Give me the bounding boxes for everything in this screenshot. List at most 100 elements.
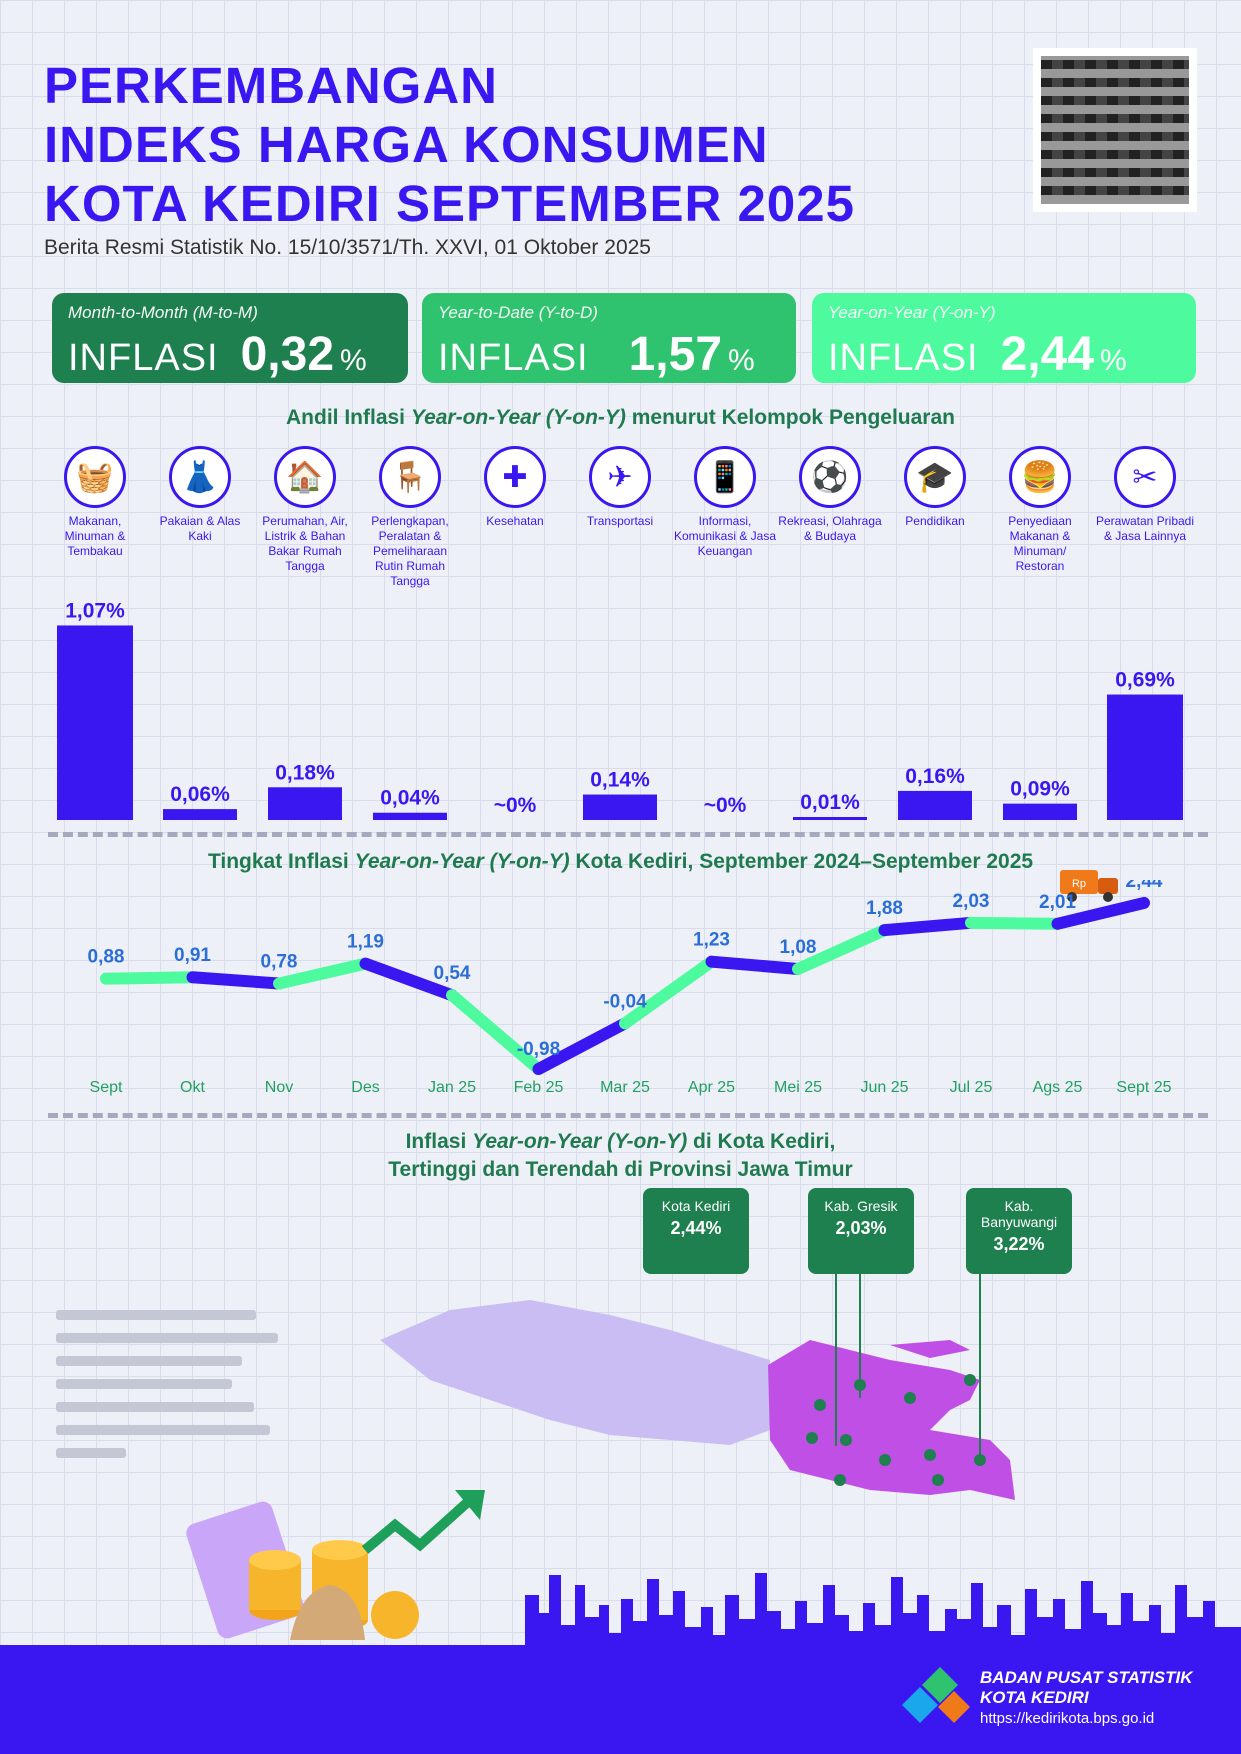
city-skyline-icon — [525, 1573, 1241, 1647]
category-1: 🧺 Makanan, Minuman & Tembakau — [43, 446, 147, 559]
bar-6 — [583, 794, 657, 820]
point-label-8: 1,23 — [693, 930, 730, 951]
card-mtm-unit: % — [340, 344, 367, 377]
airplane-icon: ✈ — [589, 446, 651, 508]
callout-name: Kab. Banyuwangi — [980, 1198, 1058, 1230]
bar-label-5: ~0% — [494, 794, 537, 817]
point-label-4: 1,19 — [347, 932, 384, 953]
x-tick-label-1: Sept — [90, 1079, 123, 1096]
burger-drink-icon: 🍔 — [1009, 446, 1071, 508]
x-tick-label-4: Des — [351, 1079, 379, 1096]
callout-name: Kota Kediri — [661, 1198, 731, 1214]
point-label-11: 2,03 — [953, 891, 990, 912]
category-label: Perumahan, Air, Listrik & Bahan Bakar Ru… — [262, 514, 348, 573]
x-tick-label-13: Sept 25 — [1116, 1079, 1171, 1096]
line-segment-2 — [186, 971, 285, 990]
map-section-title: Inflasi Year-on-Year (Y-on-Y) di Kota Ke… — [0, 1128, 1241, 1184]
bar-label-6: 0,14% — [590, 769, 650, 792]
category-label: Makanan, Minuman & Tembakau — [64, 514, 126, 558]
west-central-java-shape — [380, 1300, 770, 1445]
point-label-6: -0,98 — [517, 1039, 560, 1060]
callout-kota-kediri: Kota Kediri 2,44% — [643, 1188, 749, 1274]
line-segment-4 — [359, 957, 458, 1002]
bar-8 — [793, 817, 867, 820]
page-subtitle: Berita Resmi Statistik No. 15/10/3571/Th… — [44, 236, 651, 259]
point-label-9: 1,08 — [780, 937, 817, 958]
card-ytd-unit: % — [728, 344, 755, 377]
page-title: PERKEMBANGAN INDEKS HARGA KONSUMEN KOTA … — [44, 56, 944, 233]
title-line-3: KOTA KEDIRI SEPTEMBER 2025 — [44, 175, 855, 232]
x-tick-label-8: Apr 25 — [688, 1079, 735, 1096]
line-segment-1 — [100, 971, 199, 985]
bar-3 — [268, 787, 342, 820]
scissors-comb-icon: ✂ — [1114, 446, 1176, 508]
point-label-1: 0,88 — [88, 947, 125, 968]
svg-text:Rp: Rp — [1072, 878, 1086, 890]
bar-chart: 1,07% 0,06% 0,18% 0,04% ~0% 0,14% ~0% 0,01% 0,16… — [57, 599, 1183, 820]
money-illustration-icon — [186, 1490, 485, 1640]
title-line-1: PERKEMBANGAN — [44, 57, 499, 114]
madura-shape — [890, 1340, 970, 1358]
callout-value: 3,22% — [993, 1234, 1045, 1254]
org-url-link[interactable]: https://kedirikota.bps.go.id — [980, 1710, 1155, 1727]
bar-label-10: 0,09% — [1010, 778, 1070, 801]
card-yoy-unit: % — [1100, 344, 1127, 377]
point-label-5: 0,54 — [434, 963, 471, 984]
callout-kab-banyuwangi: Kab. Banyuwangi 3,22% — [966, 1188, 1072, 1274]
bar-label-4: 0,04% — [380, 787, 440, 810]
card-mtm: Month-to-Month (M-to-M) INFLASI 0,32 % — [52, 293, 408, 383]
category-11: ✂ Perawatan Pribadi & Jasa Lainnya — [1093, 446, 1197, 544]
bar-label-3: 0,18% — [275, 761, 335, 784]
point-label-10: 1,88 — [866, 898, 903, 919]
category-10: 🍔 Penyediaan Makanan & Minuman/ Restoran — [988, 446, 1092, 574]
bar-label-2: 0,06% — [170, 783, 230, 806]
food-basket-icon: 🧺 — [64, 446, 126, 508]
card-yoy: Year-on-Year (Y-on-Y) INFLASI 2,44 % — [812, 293, 1196, 383]
bar-label-1: 1,07% — [65, 599, 125, 622]
bar-label-9: 0,16% — [905, 765, 965, 788]
medical-kit-icon: ✚ — [484, 446, 546, 508]
bps-logo-icon — [902, 1667, 970, 1723]
qr-code-pattern — [1041, 56, 1189, 204]
footer-bar — [0, 1645, 1241, 1754]
x-tick-label-12: Ags 25 — [1033, 1079, 1083, 1096]
x-tick-label-11: Jul 25 — [950, 1079, 993, 1096]
bar-2 — [163, 809, 237, 820]
bar-10 — [1003, 803, 1077, 820]
category-label: Penyediaan Makanan & Minuman/ Restoran — [1008, 514, 1072, 573]
category-6: ✈ Transportasi — [568, 446, 672, 529]
category-label: Rekreasi, Olahraga & Budaya — [778, 514, 882, 543]
line-segment-11 — [965, 916, 1064, 930]
bar-11 — [1107, 694, 1183, 820]
line-segment-7 — [619, 955, 718, 1030]
category-label: Kesehatan — [486, 514, 544, 528]
bar-label-11: 0,69% — [1115, 669, 1175, 692]
east-java-shape — [768, 1340, 1015, 1500]
category-label: Pakaian & Alas Kaki — [159, 514, 241, 543]
x-tick-label-7: Mar 25 — [600, 1079, 650, 1096]
card-mtm-label: Month-to-Month (M-to-M) — [68, 303, 258, 322]
dress-icon: 👗 — [169, 446, 231, 508]
x-tick-label-2: Okt — [180, 1079, 205, 1096]
bar-9 — [898, 790, 972, 820]
bar-1 — [57, 625, 133, 820]
category-8: ⚽ Rekreasi, Olahraga & Budaya — [778, 446, 882, 544]
qr-code[interactable] — [1033, 48, 1197, 212]
card-ytd: Year-to-Date (Y-to-D) INFLASI 1,57 % — [422, 293, 796, 383]
title-line-2: INDEKS HARGA KONSUMEN — [44, 116, 769, 173]
category-5: ✚ Kesehatan — [463, 446, 567, 529]
card-ytd-label: Year-to-Date (Y-to-D) — [438, 303, 598, 322]
x-tick-label-3: Nov — [265, 1079, 293, 1096]
callout-kab-gresik: Kab. Gresik 2,03% — [808, 1188, 914, 1274]
card-ytd-word: INFLASI — [438, 337, 589, 379]
line-chart: 0,88 Sept 0,91 Okt 0,78 Nov 1,19 Des 0,54 Jan 25 -… — [88, 880, 1172, 1096]
category-9: 🎓 Pendidikan — [883, 446, 987, 529]
card-yoy-value: 2,44 — [1000, 328, 1095, 381]
line-segment-9 — [792, 924, 891, 975]
category-label: Pendidikan — [905, 514, 965, 528]
category-label: Transportasi — [586, 514, 654, 528]
football-player-icon: ⚽ — [799, 446, 861, 508]
divider-1 — [48, 832, 1208, 837]
point-label-12: 2,01 — [1039, 892, 1076, 913]
card-yoy-word: INFLASI — [828, 337, 979, 379]
